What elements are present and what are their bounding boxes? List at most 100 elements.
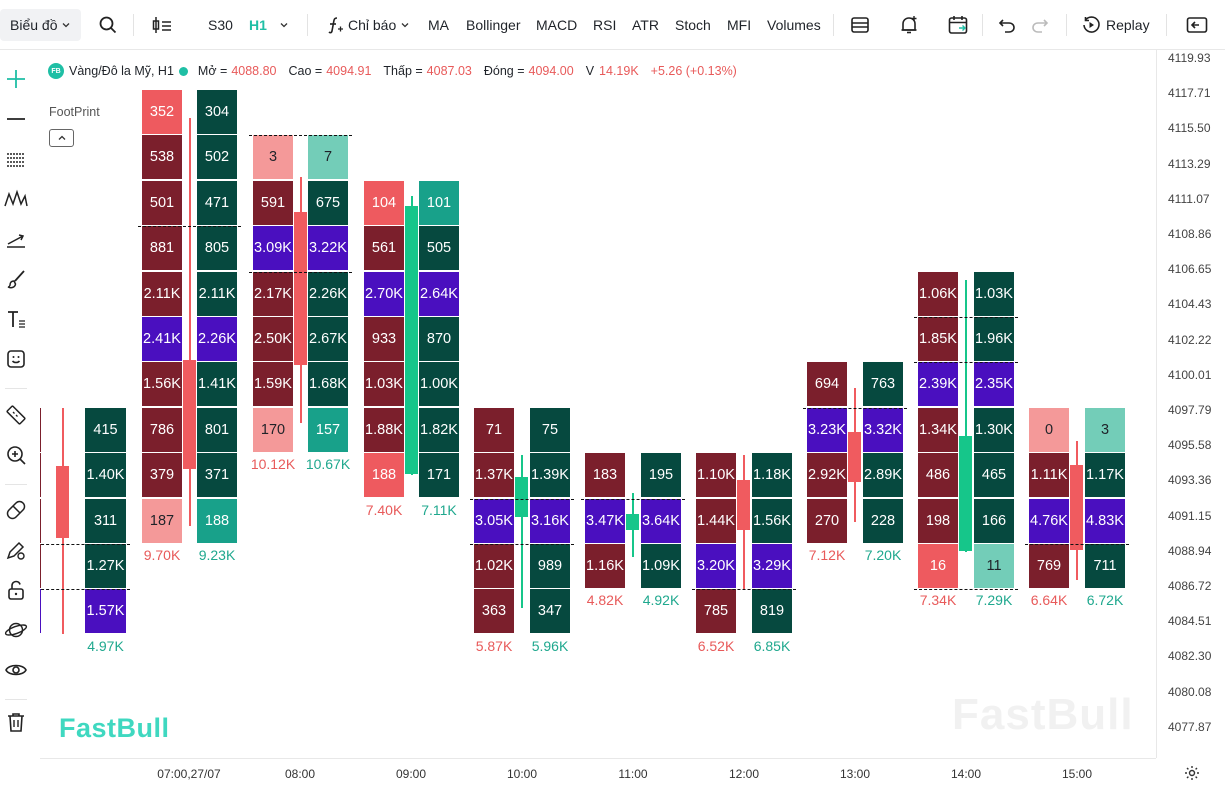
ask-volume-cell[interactable]: 188 xyxy=(197,498,237,543)
symbol-name[interactable]: Vàng/Đô la Mỹ, H1 xyxy=(69,64,174,78)
bid-volume-cell[interactable]: 3.20K xyxy=(696,544,736,588)
indicator-atr[interactable]: ATR xyxy=(632,0,659,50)
bid-volume-cell[interactable]: 785 xyxy=(696,589,736,634)
collapse-indicator-button[interactable] xyxy=(49,129,74,147)
emoji-tool[interactable] xyxy=(4,347,28,371)
bid-volume-cell[interactable]: 363 xyxy=(474,589,514,634)
bid-volume-cell[interactable]: 3.47K xyxy=(585,498,625,543)
crosshair-tool[interactable] xyxy=(4,67,28,91)
bid-volume-cell[interactable]: 1.59K xyxy=(253,362,293,407)
ask-volume-cell[interactable]: 304 xyxy=(197,90,237,134)
ask-volume-cell[interactable]: 311 xyxy=(85,498,126,543)
ask-volume-cell[interactable]: 1.41K xyxy=(197,362,237,407)
chart-type-dropdown[interactable]: Biểu đồ xyxy=(0,9,82,41)
bid-volume-cell[interactable]: 933 xyxy=(364,317,404,361)
ask-volume-cell[interactable]: 4.83K xyxy=(1085,498,1125,543)
bid-volume-cell[interactable]: 769 xyxy=(1029,544,1069,588)
ask-volume-cell[interactable]: 371 xyxy=(197,453,237,498)
bid-volume-cell[interactable]: 16 xyxy=(918,544,958,588)
bid-volume-cell[interactable]: 1.03K xyxy=(364,362,404,407)
fullscreen-button[interactable] xyxy=(1186,0,1208,50)
ask-volume-cell[interactable]: 2.67K xyxy=(308,317,348,361)
ask-volume-cell[interactable]: 1.40K xyxy=(85,453,126,498)
magnet-tool[interactable] xyxy=(4,498,28,522)
bid-volume-cell[interactable]: 198 xyxy=(918,498,958,543)
bid-volume-cell[interactable]: 50K xyxy=(40,453,41,498)
bid-volume-cell[interactable]: 694 xyxy=(807,362,847,407)
drawing-mode-tool[interactable] xyxy=(4,538,28,562)
bid-volume-cell[interactable]: 352 xyxy=(142,90,182,134)
bid-volume-cell[interactable]: 1.34K xyxy=(918,407,958,452)
bid-volume-cell[interactable]: 591 xyxy=(253,180,293,225)
bid-volume-cell[interactable]: 501 xyxy=(142,180,182,225)
ask-volume-cell[interactable]: 1.17K xyxy=(1085,453,1125,498)
indicator-rsi[interactable]: RSI xyxy=(593,0,616,50)
ask-volume-cell[interactable]: 171 xyxy=(419,453,459,498)
ask-volume-cell[interactable]: 3.64K xyxy=(641,498,681,543)
horizontal-line-tool[interactable] xyxy=(4,107,28,131)
ask-volume-cell[interactable]: 3.16K xyxy=(530,498,570,543)
bid-volume-cell[interactable]: 1.10K xyxy=(696,453,736,498)
bid-volume-cell[interactable]: 1.02K xyxy=(474,544,514,588)
timeframe-dropdown[interactable] xyxy=(279,0,289,50)
ask-volume-cell[interactable]: 801 xyxy=(197,407,237,452)
ask-volume-cell[interactable]: 2.89K xyxy=(863,453,903,498)
ask-volume-cell[interactable]: 166 xyxy=(974,498,1014,543)
ask-volume-cell[interactable]: 1.68K xyxy=(308,362,348,407)
indicator-bollinger[interactable]: Bollinger xyxy=(466,0,520,50)
ask-volume-cell[interactable]: 819 xyxy=(752,589,792,634)
ask-volume-cell[interactable]: 502 xyxy=(197,135,237,180)
bid-volume-cell[interactable]: 0 xyxy=(1029,407,1069,452)
bid-volume-cell[interactable]: 170 xyxy=(253,407,293,452)
footprint-chart-area[interactable]: 45550K80422K50K97K4151.40K3111.27K1.57K4… xyxy=(40,50,1156,758)
ask-volume-cell[interactable]: 1.18K xyxy=(752,453,792,498)
bid-volume-cell[interactable]: 3.23K xyxy=(807,407,847,452)
visibility-button[interactable] xyxy=(4,658,28,682)
ask-volume-cell[interactable]: 101 xyxy=(419,180,459,225)
ask-volume-cell[interactable]: 2.26K xyxy=(197,317,237,361)
bid-volume-cell[interactable]: 379 xyxy=(142,453,182,498)
ask-volume-cell[interactable]: 1.27K xyxy=(85,544,126,588)
bid-volume-cell[interactable]: 50K xyxy=(40,589,41,634)
bid-volume-cell[interactable]: 2.41K xyxy=(142,317,182,361)
ask-volume-cell[interactable]: 157 xyxy=(308,407,348,452)
bid-volume-cell[interactable]: 1.88K xyxy=(364,407,404,452)
replay-button[interactable]: Replay xyxy=(1081,0,1150,50)
bid-volume-cell[interactable]: 270 xyxy=(807,498,847,543)
session-selector[interactable]: S30 xyxy=(208,0,233,50)
ask-volume-cell[interactable]: 3.32K xyxy=(863,407,903,452)
bid-volume-cell[interactable]: 881 xyxy=(142,226,182,271)
ask-volume-cell[interactable]: 1.00K xyxy=(419,362,459,407)
add-alert-button[interactable] xyxy=(898,0,920,50)
bid-volume-cell[interactable]: 2.17K xyxy=(253,271,293,316)
ask-volume-cell[interactable]: 11 xyxy=(974,544,1014,588)
zoom-tool[interactable] xyxy=(4,443,28,467)
ask-volume-cell[interactable]: 3 xyxy=(1085,407,1125,452)
ask-volume-cell[interactable]: 675 xyxy=(308,180,348,225)
bid-volume-cell[interactable]: 3.05K xyxy=(474,498,514,543)
ask-volume-cell[interactable]: 1.57K xyxy=(85,589,126,634)
bid-volume-cell[interactable]: 1.06K xyxy=(918,271,958,316)
bid-volume-cell[interactable]: 1.85K xyxy=(918,317,958,361)
ask-volume-cell[interactable]: 415 xyxy=(85,407,126,452)
ask-volume-cell[interactable]: 989 xyxy=(530,544,570,588)
bid-volume-cell[interactable]: 3 xyxy=(253,135,293,180)
bid-volume-cell[interactable]: 2.50K xyxy=(253,317,293,361)
text-tool[interactable] xyxy=(4,307,28,331)
ask-volume-cell[interactable]: 471 xyxy=(197,180,237,225)
ask-volume-cell[interactable]: 763 xyxy=(863,362,903,407)
ask-volume-cell[interactable]: 1.96K xyxy=(974,317,1014,361)
bid-volume-cell[interactable]: 2.11K xyxy=(142,271,182,316)
bid-volume-cell[interactable]: 4.76K xyxy=(1029,498,1069,543)
bid-volume-cell[interactable]: 2.70K xyxy=(364,271,404,316)
ask-volume-cell[interactable]: 3.29K xyxy=(752,544,792,588)
bid-volume-cell[interactable]: 2.39K xyxy=(918,362,958,407)
ask-volume-cell[interactable]: 1.39K xyxy=(530,453,570,498)
time-axis[interactable]: 07:00,27/07 08:00 09:00 10:00 11:00 12:00 13:0… xyxy=(40,758,1156,789)
ask-volume-cell[interactable]: 2.64K xyxy=(419,271,459,316)
bid-volume-cell[interactable]: 538 xyxy=(142,135,182,180)
redo-button[interactable] xyxy=(1030,0,1050,50)
chart-settings-button[interactable] xyxy=(1184,765,1200,786)
bid-volume-cell[interactable]: 183 xyxy=(585,453,625,498)
indicator-mfi[interactable]: MFI xyxy=(727,0,751,50)
